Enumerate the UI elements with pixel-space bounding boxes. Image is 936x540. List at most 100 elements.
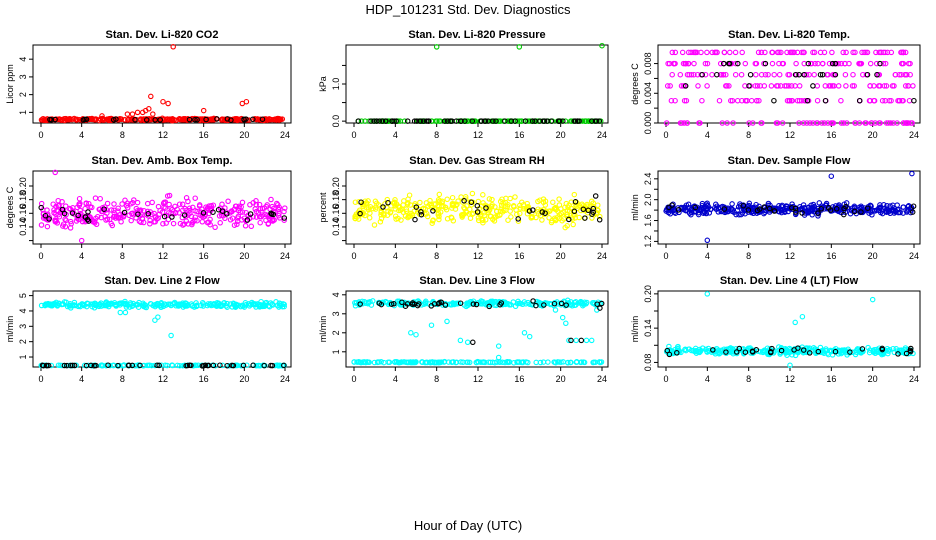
data-point (150, 111, 156, 117)
data-point (849, 349, 855, 356)
data-point (418, 211, 425, 218)
data-point (681, 97, 688, 104)
data-point (879, 97, 886, 104)
data-point (483, 205, 489, 211)
data-point (856, 60, 862, 67)
data-point (695, 211, 702, 218)
x-tick-label: 24 (597, 374, 607, 384)
data-point (74, 204, 80, 211)
x-tick-label: 8 (120, 130, 125, 140)
data-point (723, 349, 729, 355)
data-point (730, 120, 736, 126)
data-point (131, 197, 137, 203)
data-point (729, 201, 735, 207)
x-tick-label: 20 (868, 374, 878, 384)
data-point (247, 211, 254, 217)
data-point (865, 344, 871, 351)
data-point (558, 300, 565, 307)
data-point (782, 83, 788, 89)
data-point (787, 97, 793, 104)
y-tick-label: 0.14 (18, 218, 28, 236)
data-point (871, 83, 877, 89)
data-point (449, 202, 456, 209)
data-point (699, 71, 705, 78)
data-point (808, 202, 814, 209)
data-point (169, 214, 175, 220)
data-point (550, 199, 556, 206)
data-point (776, 71, 783, 78)
data-point (522, 118, 529, 124)
data-point (814, 83, 821, 89)
data-point (90, 301, 96, 307)
data-point (892, 208, 899, 214)
data-point (373, 204, 379, 210)
data-point (93, 221, 100, 228)
data-point (583, 337, 590, 344)
data-point (571, 191, 578, 198)
data-point (121, 209, 128, 216)
data-point (735, 60, 741, 67)
data-point (280, 301, 286, 307)
panel-title: Stan. Dev. Li-820 Pressure (408, 29, 545, 41)
data-point (505, 217, 511, 223)
data-point (441, 118, 448, 124)
plot-frame (345, 170, 609, 245)
data-point (829, 60, 836, 67)
data-point (69, 116, 75, 123)
data-point (911, 97, 917, 104)
x-tick-label: 8 (120, 374, 125, 384)
data-point (537, 118, 543, 124)
data-point (368, 118, 374, 124)
data-point (684, 120, 690, 126)
data-point (92, 195, 99, 201)
data-point (480, 192, 486, 198)
data-point (698, 207, 705, 213)
data-point (863, 49, 869, 56)
data-point (253, 208, 260, 215)
data-point (379, 118, 386, 124)
data-point (80, 117, 87, 123)
data-point (888, 97, 894, 104)
data-point (42, 212, 49, 219)
data-point (589, 215, 595, 221)
data-point (801, 71, 807, 78)
data-point (85, 218, 92, 224)
data-point (759, 120, 765, 126)
data-point (799, 313, 806, 320)
data-point (692, 49, 699, 56)
data-point (570, 221, 576, 228)
data-point (864, 71, 871, 78)
y-tick-label: 0.000 (643, 112, 653, 135)
data-point (268, 196, 274, 203)
data-point (793, 60, 799, 67)
data-point (117, 309, 124, 316)
data-point (807, 60, 814, 67)
data-point (864, 205, 871, 211)
x-tick-label: 24 (909, 374, 919, 384)
data-point (88, 301, 94, 307)
data-point (490, 118, 496, 124)
data-point (56, 301, 62, 307)
data-point (768, 349, 774, 355)
data-point (514, 300, 521, 307)
data-point (562, 204, 568, 211)
data-point (200, 210, 207, 216)
data-point (389, 118, 395, 124)
y-tick-label: 3 (18, 324, 28, 329)
data-point (413, 204, 420, 210)
y-tick-label: 1 (18, 355, 28, 360)
data-points (352, 190, 603, 231)
data-point (267, 300, 274, 306)
data-point (877, 205, 883, 211)
data-point (98, 362, 104, 369)
data-point (460, 359, 466, 365)
data-point (769, 345, 775, 352)
data-point (704, 202, 711, 209)
data-point (139, 216, 146, 222)
data-point (378, 301, 385, 308)
data-point (130, 302, 136, 309)
data-point (59, 206, 66, 213)
data-point (891, 83, 897, 89)
x-tick-label: 16 (199, 130, 209, 140)
data-point (63, 217, 69, 224)
